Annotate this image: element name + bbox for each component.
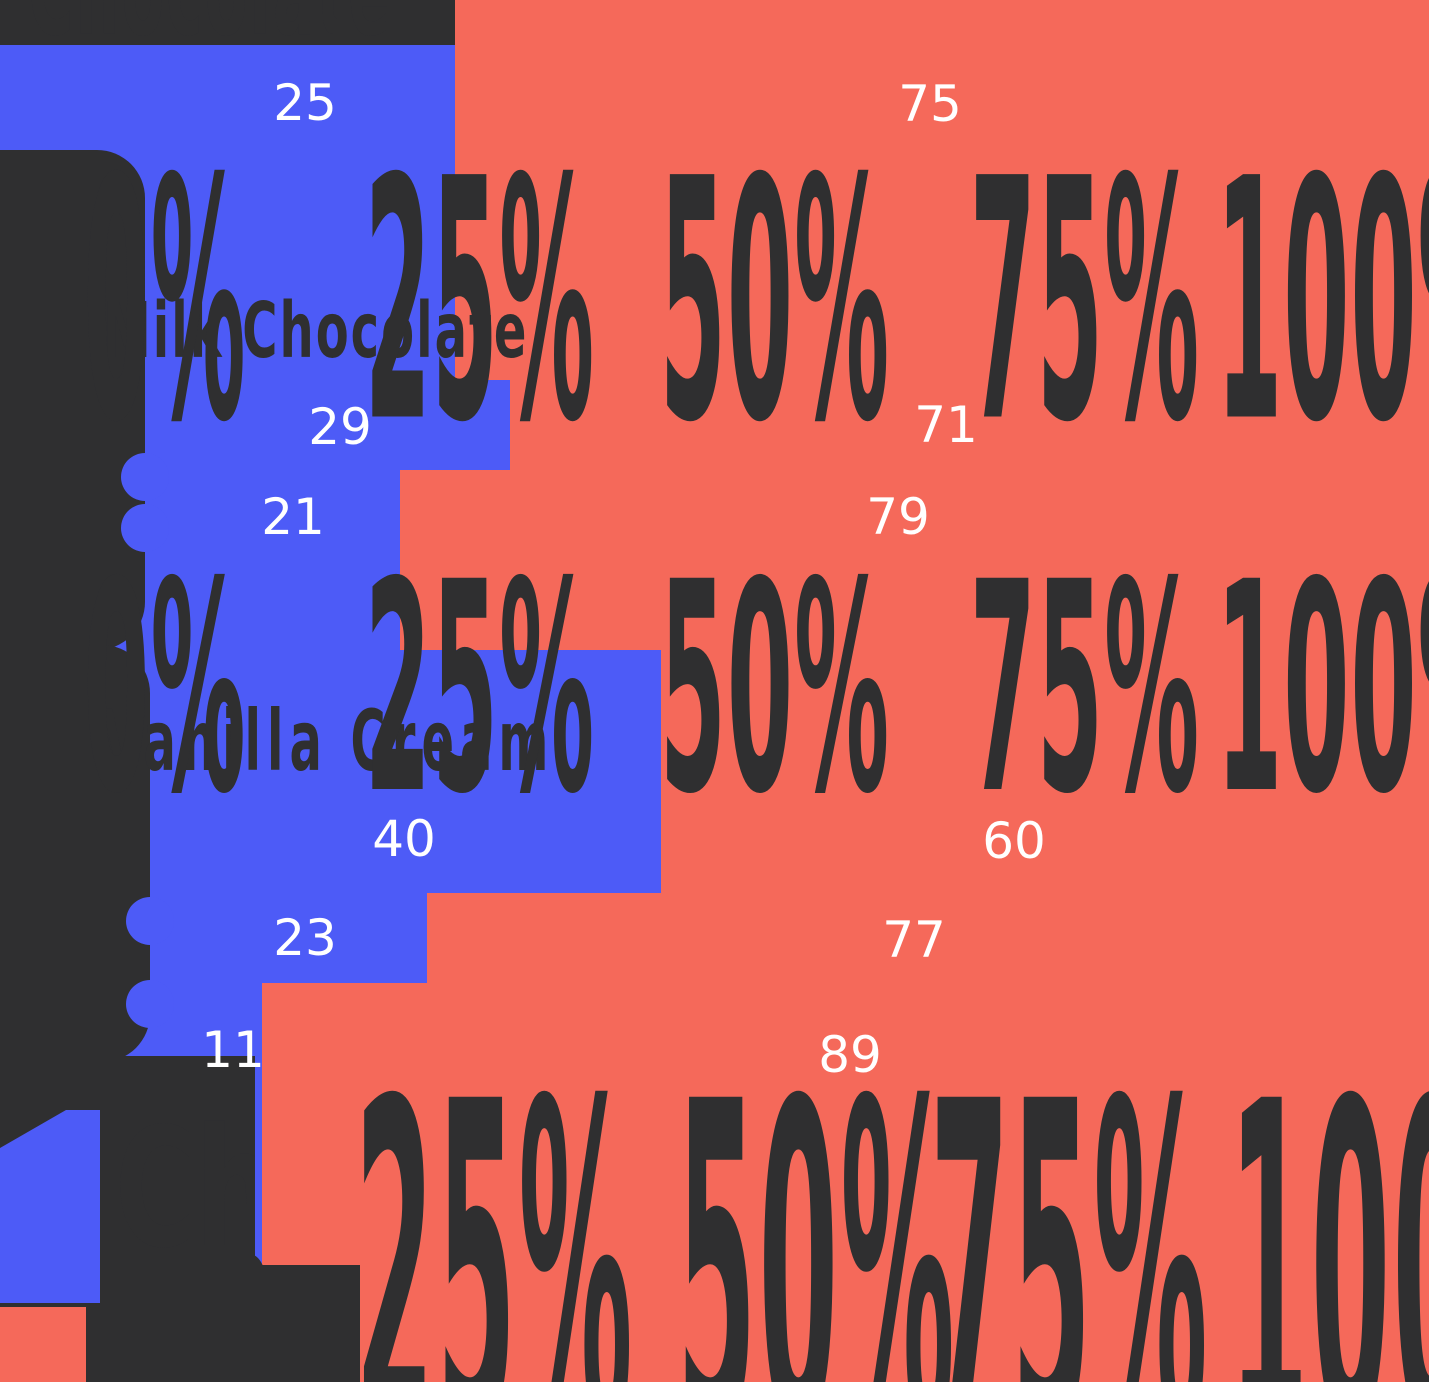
x-tick-label: 75%	[929, 1011, 1211, 1382]
bar-band-top	[0, 0, 1429, 45]
x-tick-label: 50%	[676, 1011, 958, 1382]
legend-label-1: Chocolate	[115, 1092, 255, 1285]
bar-segment-red	[400, 470, 1429, 650]
chart2-title: Milk Chocolate	[103, 286, 529, 377]
glyph-gap-notch	[121, 453, 169, 501]
bar-segment-red	[510, 380, 1429, 470]
x-tick-label: 50%	[659, 523, 891, 860]
x-tick-label: 50%	[659, 112, 891, 497]
x-tick-label: 75%	[969, 523, 1201, 860]
bar-value-label: 89	[818, 1026, 882, 1084]
bar-segment-red	[262, 983, 1429, 1382]
legend-swatch-blue	[0, 1110, 100, 1303]
bar-value-label: 75	[898, 75, 962, 133]
bar-value-label: 11	[201, 1021, 265, 1079]
chart1-title: Chocolate	[28, 0, 392, 54]
x-tick-label: 100%	[1216, 112, 1429, 497]
glyph-gap-notch	[126, 980, 174, 1028]
bar-segment-red	[455, 0, 1429, 45]
bar-segment-red	[455, 45, 1429, 380]
bar-band-chart1-row1	[0, 45, 1429, 380]
bar-band-chart3-row2	[0, 893, 1429, 983]
x-tick-label: 25%	[364, 523, 596, 860]
bar-value-label: 60	[982, 812, 1046, 870]
bar-value-label: 23	[273, 909, 337, 967]
glyph-gap-notch	[126, 897, 174, 945]
bar-segment-red	[427, 893, 1429, 983]
bar-value-label: 77	[882, 911, 946, 969]
x-tick-label: 0%	[83, 112, 247, 497]
legend-swatch-red	[0, 1307, 86, 1382]
x-tick-label: 25%	[354, 1011, 636, 1382]
bar-value-label: 71	[914, 396, 978, 454]
category-label-glyph-fragment	[0, 645, 150, 1062]
bar-segment-red	[661, 650, 1429, 893]
x-tick-label: 25%	[364, 112, 596, 497]
bar-value-label: 29	[308, 398, 372, 456]
bar-value-label: 21	[261, 488, 325, 546]
x-tick-label: 0%	[83, 523, 247, 860]
category-label-glyph-fragment	[0, 150, 145, 650]
chart3-title: Vanilla Cream	[103, 693, 555, 791]
x-tick-label: 100%	[1216, 523, 1429, 860]
x-tick-label: 75%	[969, 112, 1201, 497]
bar-value-label: 40	[372, 810, 436, 868]
bar-value-label: 79	[866, 488, 930, 546]
glyph-gap-notch	[121, 504, 169, 552]
x-tick-label: 100%	[1229, 1011, 1429, 1382]
bar-value-label: 25	[273, 74, 337, 132]
